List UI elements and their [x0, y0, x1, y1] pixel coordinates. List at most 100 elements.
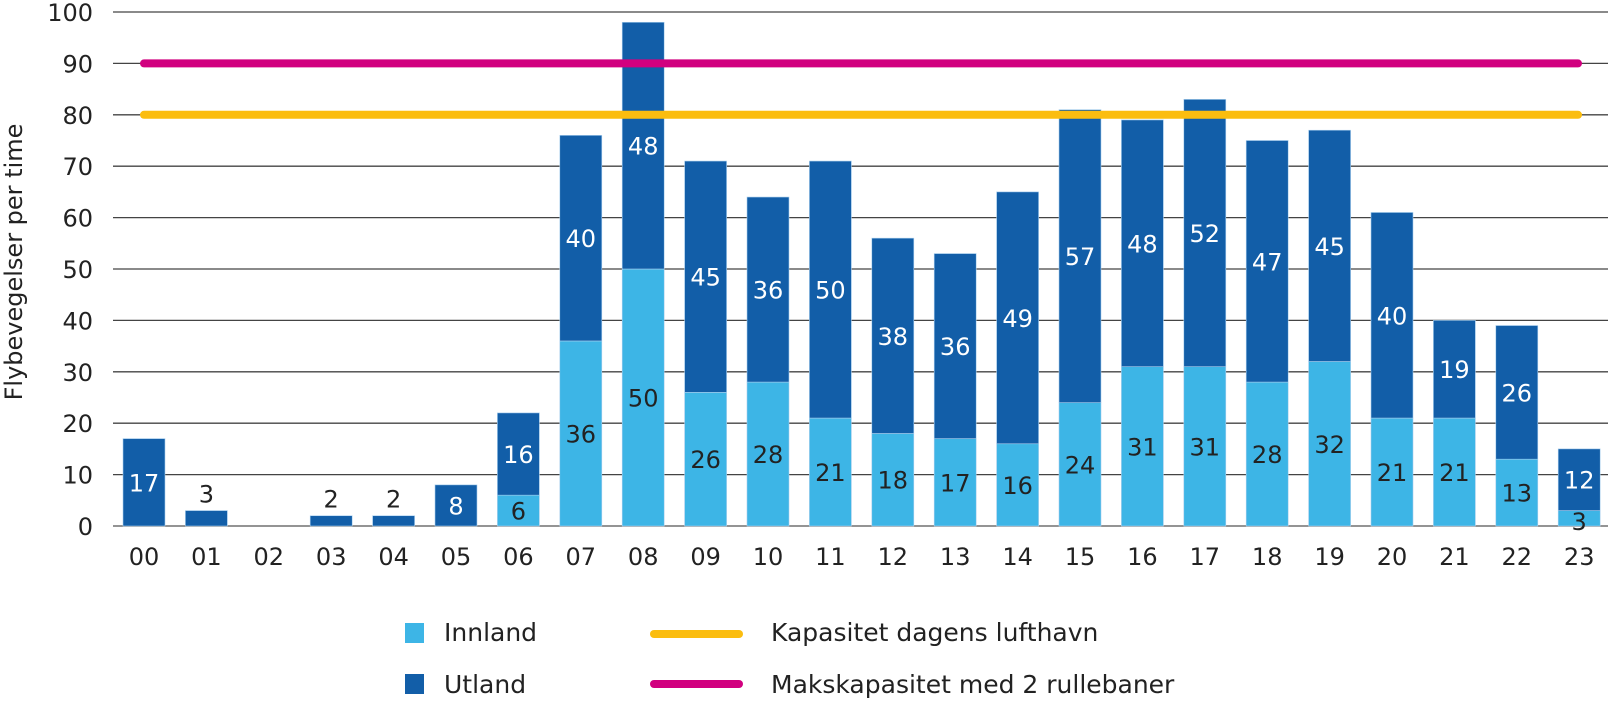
data-labels: 17 3 2 2 8 6163640504826452836215018381736164…	[129, 133, 1595, 536]
y-tick-label-60: 60	[62, 205, 93, 233]
data-label-utland-21: 19	[1439, 356, 1470, 384]
x-tick-label-12: 12	[878, 543, 909, 571]
bar-utland-06	[497, 412, 540, 496]
data-label-innland-11: 21	[815, 459, 846, 487]
bar-innland-19	[1308, 361, 1351, 527]
bar-innland-20	[1370, 417, 1414, 527]
y-tick-label-70: 70	[62, 153, 93, 181]
x-tick-label-01: 01	[191, 543, 222, 571]
y-tick-label-0: 0	[78, 513, 93, 541]
bar-innland-07	[559, 340, 603, 527]
data-label-innland-16: 31	[1127, 433, 1158, 461]
data-label-utland-09: 45	[690, 264, 721, 292]
x-axis-ticks: 00 01 02 03 04 05 06 07 08 09 10 11 12 13 14 15 16 17 18 19…	[129, 543, 1595, 571]
data-label-utland-22: 26	[1502, 379, 1533, 407]
bar-utland-00	[122, 438, 166, 527]
data-label-utland-14: 49	[1002, 305, 1033, 333]
bar-utland-22	[1495, 325, 1539, 460]
bar-innland-13	[933, 438, 977, 527]
y-tick-label-90: 90	[62, 50, 93, 78]
bar-innland-18	[1245, 381, 1289, 527]
data-label-innland-22: 13	[1502, 480, 1533, 508]
bar-utland-01	[185, 510, 228, 527]
x-tick-label-16: 16	[1127, 543, 1158, 571]
y-tick-label-10: 10	[62, 462, 93, 490]
bar-utland-07	[559, 135, 603, 342]
data-label-utland-23: 12	[1564, 467, 1595, 495]
data-label-utland-15: 57	[1065, 243, 1096, 271]
bar-utland-23	[1557, 448, 1601, 511]
data-label-innland-23: 3	[1572, 508, 1587, 536]
x-tick-label-18: 18	[1252, 543, 1283, 571]
bar-innland-06	[497, 494, 540, 527]
bar-innland-08	[621, 268, 665, 527]
y-tick-label-100: 100	[47, 0, 93, 27]
data-label-innland-21: 21	[1439, 459, 1470, 487]
bar-innland-21	[1433, 417, 1476, 527]
x-tick-label-20: 20	[1377, 543, 1408, 571]
legend: Innland Utland Kapasitet dagens lufthavn…	[405, 618, 1175, 699]
data-label-innland-17: 31	[1190, 433, 1221, 461]
x-tick-label-23: 23	[1564, 543, 1595, 571]
legend-label-kapasitet: Kapasitet dagens lufthavn	[771, 618, 1098, 647]
x-tick-label-13: 13	[940, 543, 971, 571]
data-label-innland-14: 16	[1002, 472, 1033, 500]
bar-utland-21	[1433, 320, 1476, 419]
bar-utland-15	[1058, 109, 1102, 403]
x-tick-label-02: 02	[254, 543, 285, 571]
y-tick-label-80: 80	[62, 102, 93, 130]
data-label-utland-06: 16	[503, 441, 534, 469]
bar-utland-18	[1245, 140, 1289, 383]
bar-innland-22	[1495, 458, 1539, 527]
y-axis-ticks: 0 10 20 30 40 50 60 70 80 90 100	[47, 0, 93, 541]
bars	[122, 21, 1601, 527]
legend-label-makskapasitet: Makskapasitet med 2 rullebaner	[771, 670, 1175, 699]
data-label-utland-19: 45	[1314, 233, 1345, 261]
x-tick-label-04: 04	[378, 543, 409, 571]
data-label-utland-18: 47	[1252, 248, 1283, 276]
bar-utland-13	[933, 253, 977, 439]
bar-innland-15	[1058, 402, 1102, 527]
data-label-innland-06: 6	[511, 498, 526, 526]
bar-utland-03	[309, 515, 353, 527]
data-label-utland-12: 38	[878, 323, 909, 351]
reference-lines	[140, 59, 1582, 119]
bar-utland-20	[1370, 212, 1414, 419]
data-label-innland-18: 28	[1252, 441, 1283, 469]
bar-utland-19	[1308, 129, 1351, 362]
y-tick-label-20: 20	[62, 410, 93, 438]
data-label-innland-20: 21	[1377, 459, 1408, 487]
bar-utland-14	[996, 191, 1039, 445]
data-label-utland-16: 48	[1127, 230, 1158, 258]
bar-utland-17	[1183, 99, 1227, 367]
bar-utland-16	[1121, 119, 1164, 367]
x-tick-label-14: 14	[1002, 543, 1033, 571]
bar-utland-04	[372, 515, 415, 527]
y-tick-label-40: 40	[62, 307, 93, 335]
x-tick-label-05: 05	[441, 543, 472, 571]
bar-innland-17	[1183, 366, 1227, 527]
bar-utland-05	[434, 484, 478, 527]
data-label-utland-17: 52	[1190, 220, 1221, 248]
data-label-innland-12: 18	[878, 467, 909, 495]
bar-innland-11	[809, 417, 852, 527]
data-label-innland-08: 50	[628, 385, 659, 413]
bar-innland-12	[871, 433, 915, 527]
x-tick-label-07: 07	[566, 543, 597, 571]
x-tick-label-09: 09	[690, 543, 721, 571]
y-tick-label-30: 30	[62, 359, 93, 387]
legend-label-utland: Utland	[444, 670, 526, 699]
x-tick-label-11: 11	[815, 543, 846, 571]
bar-innland-09	[684, 392, 727, 527]
bar-innland-16	[1121, 366, 1164, 527]
y-axis-label: Flybevegelser per time	[0, 124, 28, 401]
data-label-utland-08: 48	[628, 133, 659, 161]
x-tick-label-21: 21	[1439, 543, 1470, 571]
data-label-innland-10: 28	[753, 441, 784, 469]
x-tick-label-08: 08	[628, 543, 659, 571]
legend-swatch-utland	[405, 674, 424, 694]
bar-innland-14	[996, 443, 1039, 527]
data-label-utland-20: 40	[1377, 302, 1408, 330]
data-label-utland-07: 40	[566, 225, 597, 253]
legend-label-innland: Innland	[444, 618, 537, 647]
